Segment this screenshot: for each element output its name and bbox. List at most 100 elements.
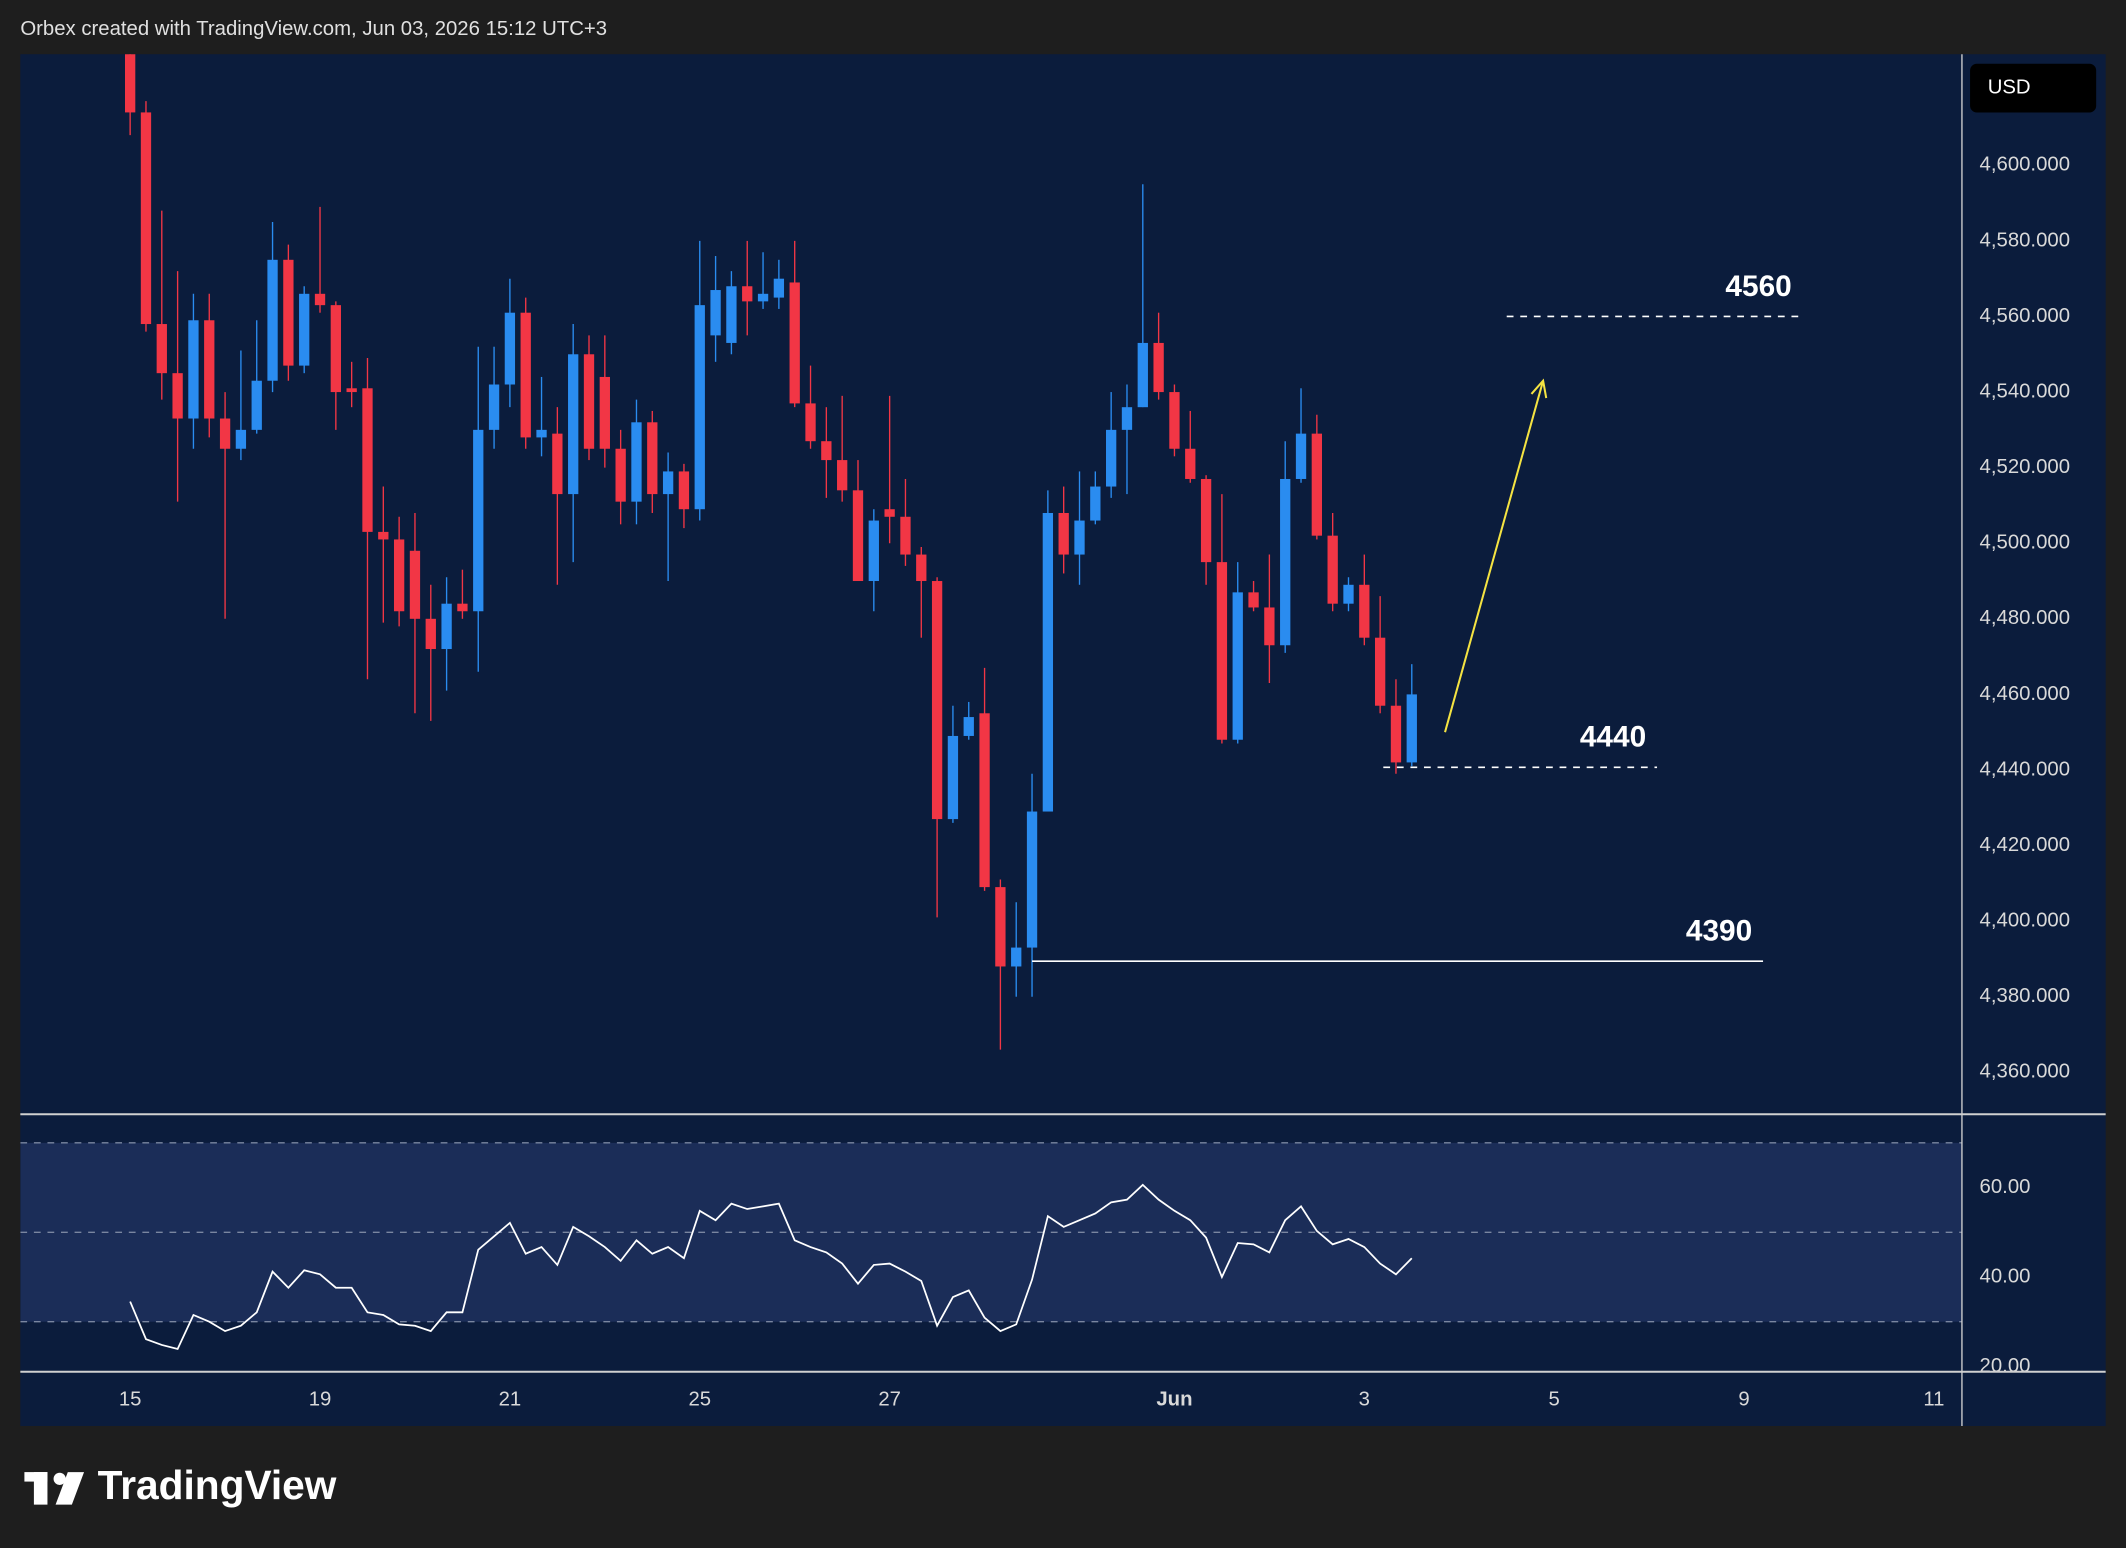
candle-body bbox=[219, 418, 231, 449]
x-tick-label: 21 bbox=[499, 1389, 522, 1411]
candle-body bbox=[457, 603, 468, 612]
candle-body bbox=[1185, 448, 1196, 479]
candle-body bbox=[1374, 637, 1386, 706]
candle-body bbox=[283, 259, 294, 366]
candle-body bbox=[1121, 407, 1133, 430]
candle-body bbox=[1026, 811, 1038, 948]
rsi-line bbox=[129, 1183, 1413, 1351]
level-label: 4390 bbox=[1686, 915, 1752, 948]
candle-body bbox=[647, 422, 658, 495]
candle-body bbox=[425, 618, 436, 650]
rsi-tick-label: 60.00 bbox=[1980, 1176, 2031, 1198]
candle-body bbox=[346, 388, 357, 393]
x-tick-label: 9 bbox=[1738, 1389, 1749, 1411]
candle-body bbox=[1200, 478, 1212, 563]
y-tick-label: 4,600.000 bbox=[1980, 154, 2070, 176]
candle-body bbox=[1390, 705, 1402, 763]
candle-body bbox=[552, 433, 563, 495]
candle-body bbox=[1359, 584, 1370, 638]
y-tick-label: 4,400.000 bbox=[1980, 910, 2070, 932]
candle-body bbox=[979, 713, 990, 888]
candle-body bbox=[1343, 584, 1354, 604]
y-tick-label: 4,500.000 bbox=[1980, 532, 2070, 554]
x-tick-label: 3 bbox=[1359, 1389, 1370, 1411]
candle-body bbox=[742, 286, 753, 302]
candle-body bbox=[188, 320, 199, 419]
candle-body bbox=[837, 460, 848, 491]
y-tick-label: 4,480.000 bbox=[1980, 607, 2070, 629]
candle-body bbox=[773, 278, 785, 298]
candle-body bbox=[1137, 342, 1148, 408]
level-label: 4560 bbox=[1725, 270, 1791, 303]
candle-body bbox=[1295, 433, 1307, 479]
candle-body bbox=[124, 54, 136, 113]
candle-body bbox=[1327, 535, 1338, 604]
candle-body bbox=[1311, 433, 1323, 536]
candle-body bbox=[995, 887, 1006, 967]
candle-body bbox=[251, 380, 262, 430]
candle-body bbox=[299, 293, 310, 366]
candle-body bbox=[378, 531, 389, 540]
candle-body bbox=[900, 516, 911, 555]
candle-body bbox=[488, 384, 500, 430]
candle-body bbox=[1169, 392, 1180, 449]
logo-part bbox=[53, 1472, 66, 1485]
currency-button[interactable] bbox=[1970, 63, 2097, 113]
candle-body bbox=[631, 422, 642, 502]
axes: 4,360.000 4,380.000 4,400.000 4,420.000 4,44… bbox=[119, 154, 2070, 1411]
candle-body bbox=[1090, 486, 1101, 521]
candle-body bbox=[599, 376, 610, 449]
y-tick-label: 4,380.000 bbox=[1980, 985, 2070, 1007]
candle-body bbox=[362, 388, 373, 532]
y-tick-label: 4,440.000 bbox=[1980, 758, 2070, 780]
y-tick-label: 4,540.000 bbox=[1980, 380, 2070, 402]
candle-body bbox=[726, 286, 737, 343]
candle-body bbox=[884, 509, 895, 517]
rsi-tick-label: 20.00 bbox=[1980, 1355, 2031, 1377]
candle-body bbox=[583, 354, 595, 449]
arrow-shaft bbox=[1444, 380, 1545, 733]
x-tick-label: Jun bbox=[1156, 1389, 1192, 1411]
candle-body bbox=[757, 293, 769, 302]
candle-body bbox=[916, 554, 927, 582]
candle-body bbox=[1280, 478, 1291, 646]
y-tick-label: 4,420.000 bbox=[1980, 834, 2070, 856]
candle-body bbox=[789, 282, 800, 404]
candle-body bbox=[393, 539, 405, 612]
candle-body bbox=[931, 581, 943, 820]
candle-body bbox=[568, 354, 579, 495]
candle-body bbox=[1058, 512, 1069, 555]
x-tick-label: 19 bbox=[309, 1389, 332, 1411]
candle-body bbox=[1406, 694, 1417, 763]
brand-logo bbox=[24, 1472, 85, 1505]
candle-body bbox=[1106, 429, 1117, 487]
candle-body bbox=[852, 490, 864, 582]
candle-body bbox=[1264, 607, 1275, 646]
candle-body bbox=[1153, 342, 1164, 393]
candle-body bbox=[1074, 520, 1085, 555]
x-tick-label: 11 bbox=[1923, 1389, 1944, 1411]
candle-body bbox=[409, 550, 421, 619]
brand-name: TradingView bbox=[98, 1462, 337, 1508]
level-label: 4440 bbox=[1580, 721, 1646, 754]
candle-body bbox=[520, 312, 531, 438]
candle-body bbox=[821, 441, 832, 461]
y-tick-label: 4,460.000 bbox=[1980, 683, 2070, 705]
candle-body bbox=[1011, 947, 1022, 967]
y-tick-label: 4,360.000 bbox=[1980, 1061, 2070, 1083]
candle-body bbox=[235, 429, 247, 449]
x-tick-label: 25 bbox=[688, 1389, 711, 1411]
y-tick-label: 4,560.000 bbox=[1980, 305, 2070, 327]
candle-body bbox=[172, 373, 183, 419]
candle-body bbox=[694, 305, 705, 510]
candle-body bbox=[156, 324, 167, 374]
candle-body bbox=[963, 717, 974, 736]
candle-body bbox=[868, 520, 879, 582]
currency-label: USD bbox=[1988, 76, 2031, 98]
logo-part bbox=[33, 1472, 48, 1505]
candle-body bbox=[662, 471, 674, 495]
candle-body bbox=[441, 603, 452, 650]
candle-body bbox=[330, 305, 341, 393]
candle-body bbox=[947, 735, 959, 820]
